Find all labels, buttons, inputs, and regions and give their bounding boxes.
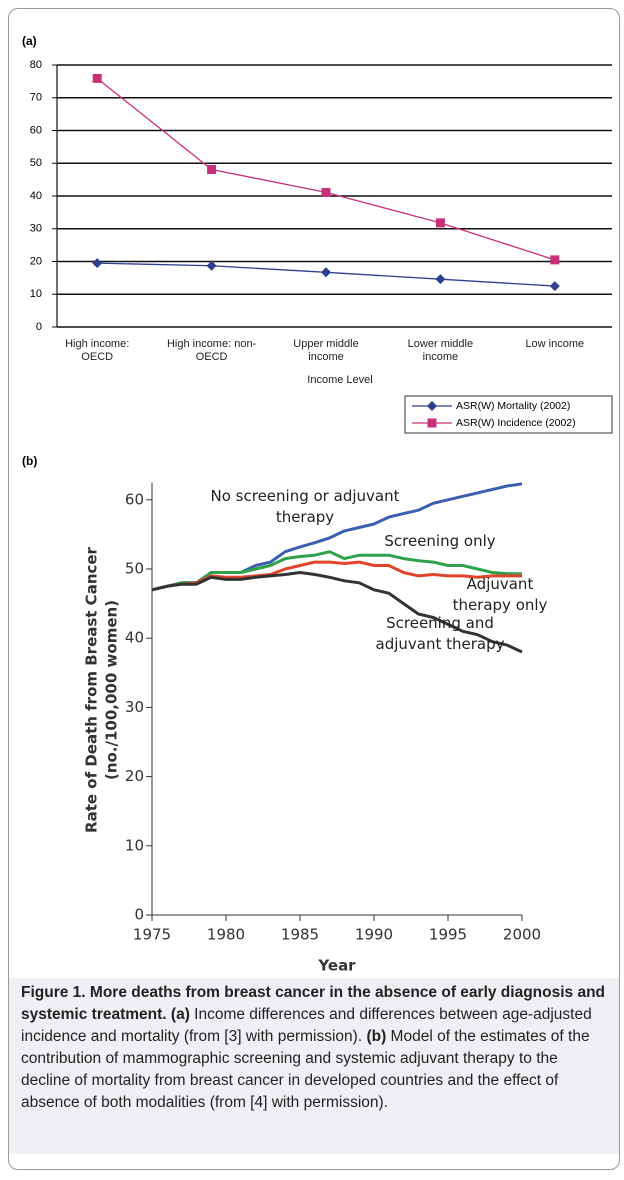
point: [550, 255, 560, 265]
x-tick-label: Upper middle income: [293, 338, 359, 364]
y-tick-label: 60: [125, 490, 144, 508]
x-tick-label: Low income: [525, 338, 585, 350]
y-axis-unit: (no./100,000 women): [103, 600, 121, 780]
x-axis-label: Year: [317, 957, 356, 975]
y-tick-label: 30: [125, 698, 144, 716]
figure-frame: [8, 8, 620, 1170]
x-tick-label: High income: OECD: [65, 338, 130, 364]
y-tick-label: 40: [125, 629, 144, 647]
y-tick-label: 60: [30, 124, 42, 136]
y-tick-label: 30: [30, 223, 42, 235]
point: [321, 267, 331, 278]
point: [92, 258, 103, 269]
caption-a-label: (a): [170, 1006, 190, 1023]
line: [151, 550, 522, 592]
caption: Figure 1. More deaths from breast cancer…: [9, 978, 619, 1154]
point: [206, 260, 217, 271]
panel-label: (a): [22, 34, 37, 48]
y-tick-label: 10: [30, 288, 42, 300]
x-tick-label: 1995: [429, 926, 467, 944]
point: [427, 401, 437, 411]
caption-a-text: Income differences and differences betwe…: [21, 1006, 592, 1045]
panel-label: (b): [22, 454, 37, 468]
y-tick-label: 50: [30, 157, 42, 169]
x-tick-label: 1975: [133, 926, 171, 944]
caption-title: Figure 1. More deaths from breast cancer…: [21, 984, 606, 1023]
line: [151, 571, 523, 654]
x-tick-label: 1985: [281, 926, 319, 944]
x-tick-label: 2000: [503, 926, 541, 944]
legend-label: ASR(W) Mortality (2002): [456, 400, 570, 412]
y-tick-label: 20: [30, 255, 42, 267]
series-label: Adjuvant therapy only: [452, 575, 548, 614]
y-axis-label: Rate of Death from Breast Cancer: [83, 546, 101, 833]
y-tick-label: 50: [125, 560, 144, 578]
x-tick-label: High income: non-OECD: [166, 338, 257, 364]
series-label: No screening or adjuvant therapy: [210, 487, 400, 526]
y-tick-label: 20: [125, 767, 144, 785]
caption-b-label: (b): [366, 1028, 387, 1045]
point: [207, 164, 217, 174]
series-label: Screening and adjuvant therapy: [375, 614, 505, 653]
y-tick-label: 0: [36, 321, 42, 333]
legend-box: [404, 395, 613, 434]
y-tick-label: 0: [134, 906, 144, 924]
line: [151, 560, 522, 592]
y-tick-label: 80: [30, 59, 42, 71]
point: [321, 187, 331, 197]
y-tick-label: 40: [30, 190, 42, 202]
line: [96, 77, 556, 261]
x-tick-label: 1980: [207, 926, 245, 944]
x-tick-label: Lower middle income: [407, 338, 474, 364]
legend-label: ASR(W) Incidence (2002): [456, 417, 576, 429]
x-axis-label: Income Level: [307, 374, 373, 386]
x-tick-label: 1990: [355, 926, 393, 944]
caption-b-text: Model of the estimates of the contributi…: [21, 1028, 590, 1111]
point: [549, 281, 560, 292]
point: [92, 73, 102, 83]
series-label: Screening only: [384, 532, 496, 550]
point: [427, 418, 437, 428]
y-tick-label: 70: [30, 92, 42, 104]
y-tick-label: 10: [125, 836, 144, 854]
point: [435, 274, 446, 285]
point: [435, 218, 445, 228]
